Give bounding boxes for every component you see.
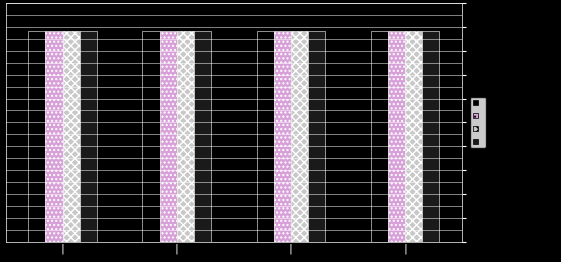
- Bar: [422, 31, 439, 242]
- Bar: [45, 31, 63, 242]
- Bar: [63, 31, 80, 242]
- Bar: [405, 31, 422, 242]
- Bar: [29, 31, 45, 242]
- Bar: [256, 31, 274, 242]
- Bar: [371, 31, 388, 242]
- Bar: [274, 31, 291, 242]
- Bar: [160, 31, 177, 242]
- Bar: [291, 31, 308, 242]
- Bar: [308, 31, 325, 242]
- Bar: [194, 31, 211, 242]
- Bar: [142, 31, 160, 242]
- Bar: [177, 31, 194, 242]
- Bar: [80, 31, 97, 242]
- Bar: [388, 31, 405, 242]
- Legend:  ,  ,  ,  : , , ,: [470, 97, 485, 148]
